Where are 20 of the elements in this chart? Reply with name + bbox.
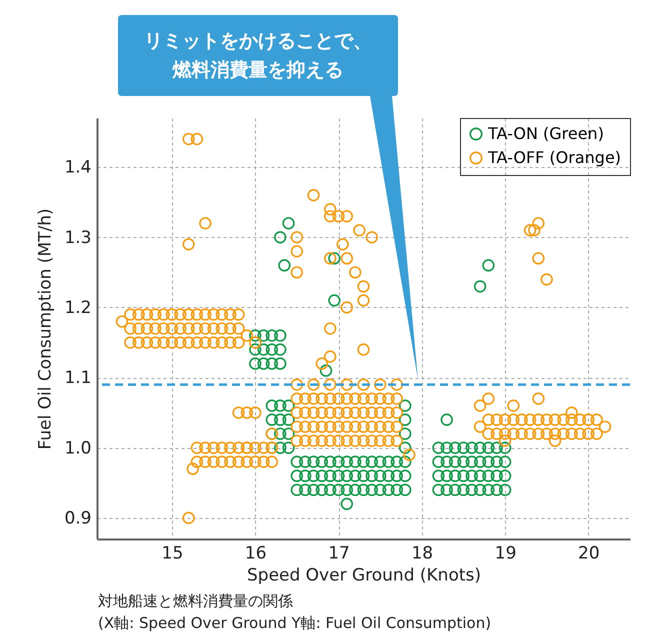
x-axis-title: Speed Over Ground (Knots) [246,566,482,586]
x-tick-label: 18 [411,544,434,564]
x-tick-label: 15 [162,544,184,564]
x-tick-label: 19 [494,544,516,564]
x-tick-label: 16 [244,544,267,564]
y-tick-label: 1.2 [64,298,92,318]
y-tick-label: 1.4 [64,158,92,178]
text: 対地船速と燃料消費量の関係 [98,591,294,612]
x-tick-label: 17 [328,544,350,564]
y-tick-label: 0.9 [64,508,92,528]
text: 燃料消費量を抑える [171,58,344,82]
legend-label: TA-OFF (Orange) [487,148,622,167]
legend-label: TA-ON (Green) [487,124,604,143]
y-tick-label: 1.3 [64,228,92,248]
text: (X軸: Speed Over Ground Y軸: Fuel Oil Consumption) [98,613,492,634]
x-tick-label: 20 [578,544,600,564]
y-tick-label: 1.1 [64,368,92,388]
y-tick-label: 1.0 [64,438,92,458]
y-axis-title: Fuel Oil Consumption (MT/h) [35,208,56,450]
text: リミットをかけることで、 [143,28,373,54]
